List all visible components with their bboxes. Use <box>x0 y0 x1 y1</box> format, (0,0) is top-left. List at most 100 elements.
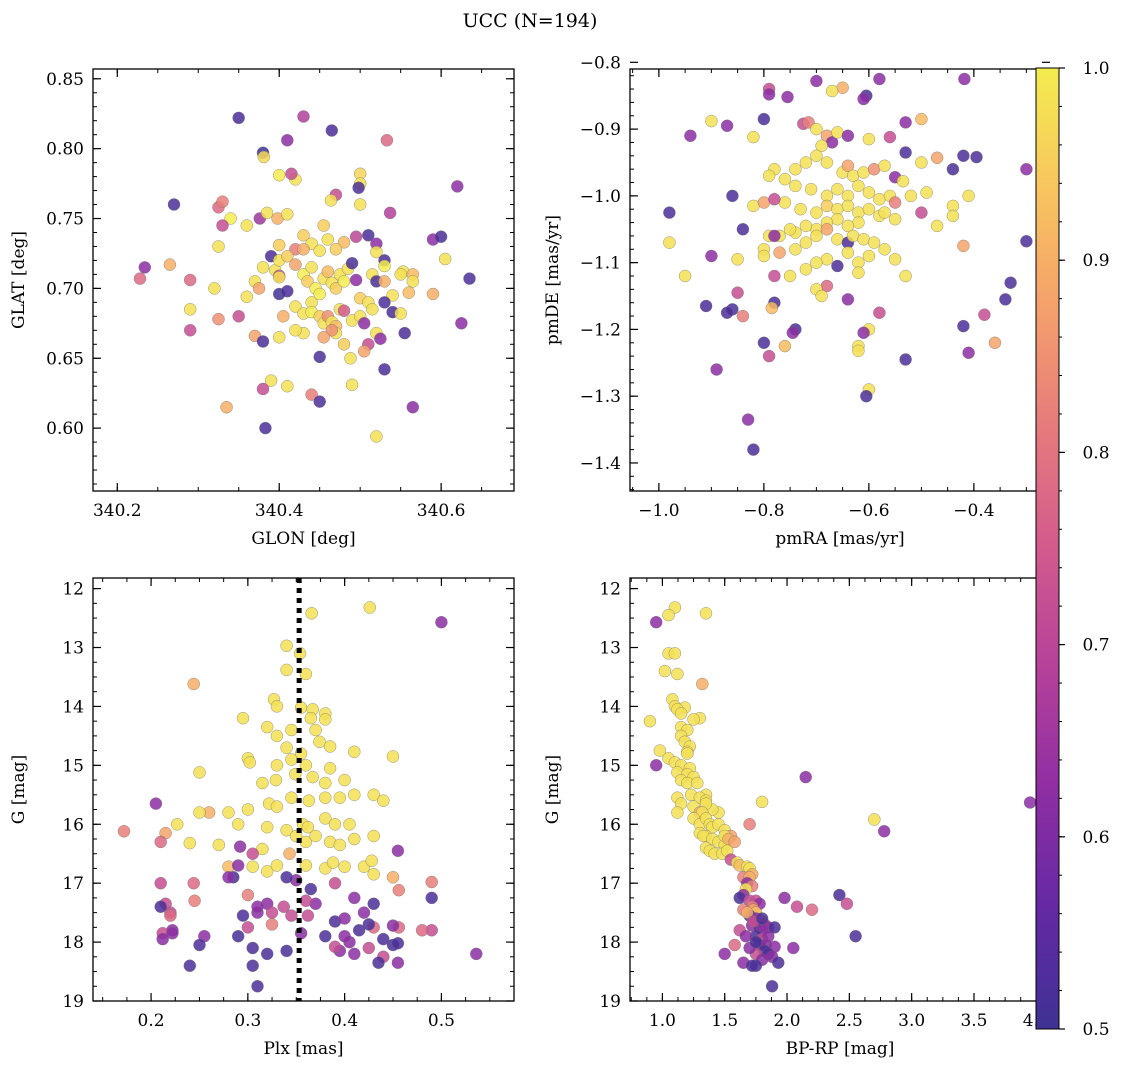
data-point <box>841 129 855 143</box>
x-tick-label: −0.4 <box>953 501 994 521</box>
data-point <box>260 865 274 878</box>
data-point <box>260 820 274 834</box>
y-tick-label: −1.0 <box>580 187 621 207</box>
data-point <box>301 275 314 288</box>
data-point <box>246 941 259 955</box>
data-point <box>662 608 675 622</box>
x-tick-label: 1.5 <box>711 1011 738 1031</box>
data-point <box>789 243 802 256</box>
data-point <box>962 346 975 360</box>
panel-pmra-pmde: −1.0 −0.8 −0.6 −0.4 −1.4 −1.3 −1.2 −1.1 −1.0 −0.9… <box>543 40 1051 549</box>
data-point <box>232 310 245 323</box>
data-point <box>899 353 912 366</box>
data-point <box>313 287 326 301</box>
data-point <box>663 236 676 249</box>
data-point <box>841 293 855 306</box>
data-point <box>867 162 881 176</box>
data-point <box>962 189 975 203</box>
data-point <box>367 788 380 802</box>
data-point <box>649 759 663 772</box>
data-points <box>117 601 483 993</box>
data-point <box>757 249 771 263</box>
y-axis-label: G [mag] <box>9 755 29 824</box>
data-point <box>768 192 781 206</box>
data-point <box>731 286 744 299</box>
data-point <box>272 238 286 252</box>
data-point <box>862 132 876 146</box>
data-point <box>272 331 286 344</box>
y-axis-label: pmDE [mas/yr] <box>543 215 563 345</box>
data-point <box>406 275 420 288</box>
panel-glon-glat: 340.2 340.4 340.6 0.60 0.65 0.70 0.75 0.80 0.85 G… <box>9 68 515 549</box>
data-point <box>878 206 891 219</box>
data-point <box>394 268 407 281</box>
data-point <box>402 286 416 299</box>
data-point <box>862 249 876 263</box>
data-point <box>325 124 339 137</box>
data-point <box>425 891 438 905</box>
data-point <box>386 871 400 884</box>
data-point <box>272 270 286 284</box>
data-point <box>222 806 235 819</box>
data-point <box>252 282 266 295</box>
data-point <box>763 40 775 52</box>
data-point <box>778 339 792 353</box>
data-point <box>329 243 343 256</box>
data-point <box>329 282 343 295</box>
data-point <box>438 252 452 266</box>
data-point <box>281 379 294 393</box>
data-point <box>852 216 865 229</box>
data-point <box>678 269 692 283</box>
data-point <box>726 189 739 203</box>
data-point <box>285 753 298 766</box>
data-point <box>241 803 255 816</box>
data-point <box>349 230 363 243</box>
data-point <box>323 740 337 753</box>
data-point <box>857 326 870 340</box>
axes-frame <box>92 577 515 1002</box>
data-point <box>671 806 684 819</box>
data-point <box>852 266 865 279</box>
data-point <box>773 246 786 259</box>
data-point <box>270 800 284 813</box>
data-point <box>768 229 781 243</box>
data-point <box>915 206 928 219</box>
data-point <box>138 261 152 274</box>
data-point <box>762 169 776 183</box>
data-point <box>326 856 340 869</box>
data-point <box>841 246 855 259</box>
x-tick-label: 0.3 <box>234 1011 261 1031</box>
data-point <box>183 836 197 850</box>
data-point <box>348 832 361 846</box>
data-point <box>781 90 794 104</box>
data-point <box>831 233 844 246</box>
data-point <box>333 791 347 804</box>
data-point <box>386 750 400 763</box>
y-tick-label: 0.85 <box>46 70 84 90</box>
data-point <box>873 306 886 319</box>
data-point <box>297 110 310 123</box>
data-point <box>156 932 169 946</box>
data-point <box>720 306 734 319</box>
data-point <box>778 172 792 186</box>
data-point <box>236 711 250 725</box>
data-point <box>862 186 876 199</box>
data-point <box>251 900 264 913</box>
data-point <box>338 773 351 787</box>
figure-title: UCC (N=194) <box>463 10 598 32</box>
data-point <box>260 947 274 961</box>
data-point <box>930 151 944 165</box>
data-point <box>786 326 800 340</box>
data-point <box>825 84 839 98</box>
data-point <box>392 883 406 897</box>
data-point <box>741 413 755 426</box>
data-point <box>163 258 177 271</box>
data-point <box>233 840 247 853</box>
data-point <box>758 43 770 55</box>
data-point <box>451 180 464 193</box>
data-point <box>337 236 351 249</box>
x-axis-label: Plx [mas] <box>263 1039 343 1059</box>
data-point <box>391 956 405 969</box>
data-point <box>357 317 371 330</box>
data-point <box>170 818 184 831</box>
